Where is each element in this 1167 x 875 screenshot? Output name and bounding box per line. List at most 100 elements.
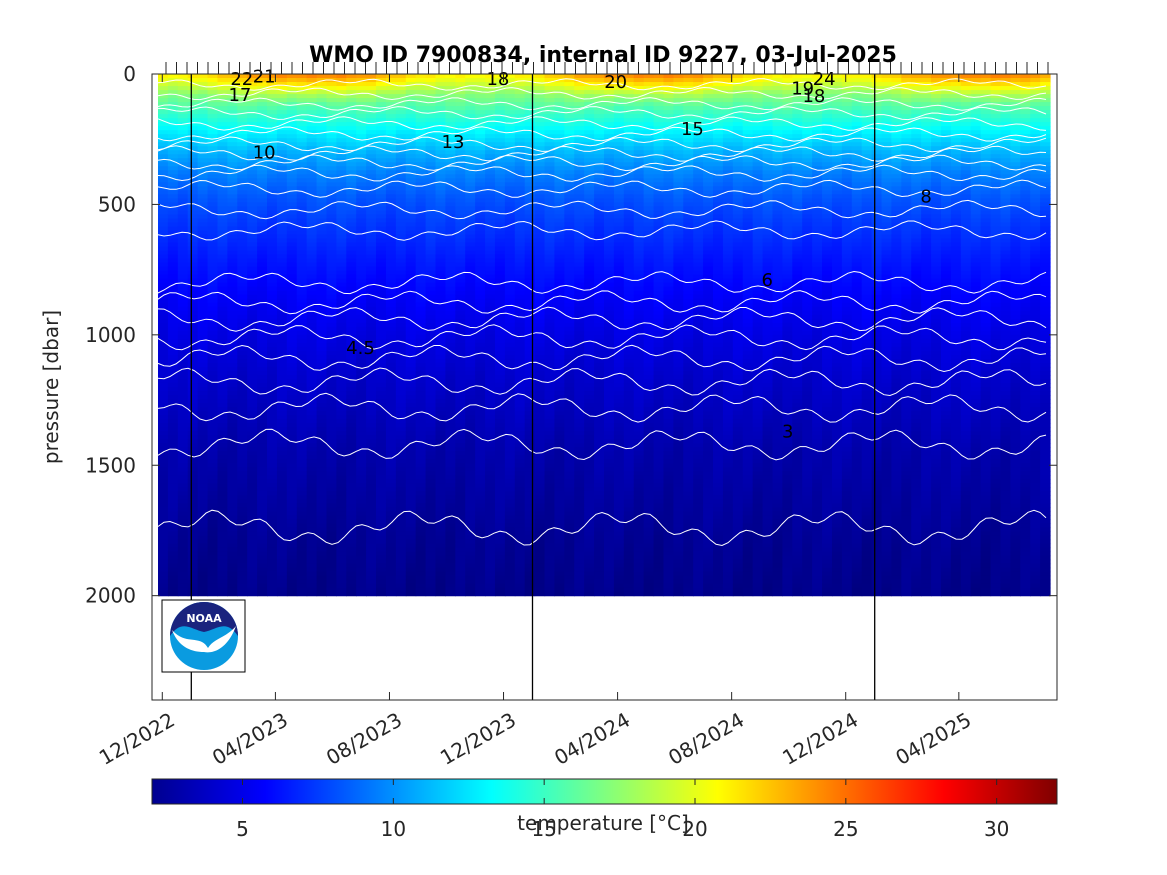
field-cell bbox=[356, 150, 367, 155]
field-cell bbox=[356, 455, 367, 460]
field-cell bbox=[504, 238, 516, 244]
field-cell bbox=[346, 258, 357, 264]
field-cell bbox=[485, 234, 496, 240]
field-cell bbox=[376, 451, 387, 456]
field-cell bbox=[435, 491, 447, 496]
field-cell bbox=[524, 250, 536, 256]
field-cell bbox=[504, 110, 516, 115]
field-cell bbox=[455, 118, 466, 123]
field-cell bbox=[524, 94, 536, 99]
field-cell bbox=[306, 286, 318, 292]
field-cell bbox=[158, 431, 169, 436]
field-cell bbox=[167, 90, 179, 95]
field-cell bbox=[247, 415, 258, 420]
field-cell bbox=[465, 82, 476, 87]
field-cell bbox=[187, 382, 199, 388]
field-cell bbox=[276, 150, 288, 155]
field-cell bbox=[405, 507, 417, 512]
field-cell bbox=[534, 122, 546, 127]
field-cell bbox=[445, 370, 456, 376]
field-cell bbox=[346, 190, 357, 195]
field-cell bbox=[267, 362, 278, 368]
field-cell bbox=[356, 443, 367, 448]
field-cell bbox=[356, 374, 367, 380]
field-cell bbox=[514, 366, 526, 372]
field-cell bbox=[158, 483, 169, 488]
field-cell bbox=[415, 154, 427, 159]
field-cell bbox=[336, 238, 347, 244]
field-cell bbox=[207, 82, 219, 87]
field-cell bbox=[177, 210, 189, 216]
field-cell bbox=[286, 391, 298, 396]
field-cell bbox=[534, 166, 546, 171]
field-cell bbox=[217, 342, 228, 348]
field-cell bbox=[356, 218, 367, 224]
field-cell bbox=[415, 166, 427, 171]
field-cell bbox=[376, 415, 387, 420]
field-cell bbox=[207, 575, 219, 581]
field-cell bbox=[267, 186, 278, 191]
field-cell bbox=[207, 427, 219, 432]
field-cell bbox=[267, 218, 278, 224]
field-cell bbox=[296, 487, 308, 492]
field-cell bbox=[227, 94, 238, 99]
field-cell bbox=[286, 523, 298, 529]
field-cell bbox=[267, 350, 278, 356]
field-cell bbox=[356, 507, 367, 512]
field-cell bbox=[267, 475, 278, 480]
field-cell bbox=[524, 206, 536, 212]
field-cell bbox=[346, 94, 357, 99]
field-cell bbox=[207, 266, 219, 272]
field-cell bbox=[227, 563, 238, 569]
field-cell bbox=[177, 543, 189, 549]
field-cell bbox=[306, 387, 318, 392]
field-cell bbox=[356, 387, 367, 392]
field-cell bbox=[336, 298, 347, 304]
field-cell bbox=[207, 443, 219, 448]
field-cell bbox=[257, 162, 268, 167]
field-cell bbox=[356, 334, 367, 340]
field-cell bbox=[286, 102, 298, 107]
field-cell bbox=[336, 378, 347, 384]
field-cell bbox=[465, 326, 476, 332]
field-cell bbox=[286, 298, 298, 304]
field-cell bbox=[395, 214, 407, 220]
field-cell bbox=[177, 423, 189, 428]
field-cell bbox=[366, 226, 377, 232]
field-cell bbox=[267, 234, 278, 240]
field-cell bbox=[326, 483, 337, 488]
field-cell bbox=[257, 503, 268, 508]
field-cell bbox=[167, 507, 179, 512]
field-cell bbox=[207, 579, 219, 585]
field-cell bbox=[158, 134, 169, 139]
field-cell bbox=[167, 270, 179, 276]
field-cell bbox=[286, 579, 298, 585]
field-cell bbox=[187, 222, 199, 228]
field-cell bbox=[177, 591, 189, 597]
field-cell bbox=[336, 567, 347, 573]
field-cell bbox=[415, 338, 427, 344]
field-cell bbox=[465, 382, 476, 388]
field-cell bbox=[356, 382, 367, 388]
field-cell bbox=[197, 126, 209, 131]
field-cell bbox=[158, 459, 169, 464]
field-cell bbox=[158, 527, 169, 533]
field-cell bbox=[356, 78, 367, 83]
field-cell bbox=[247, 443, 258, 448]
field-cell bbox=[197, 370, 209, 376]
field-cell bbox=[187, 563, 199, 569]
field-cell bbox=[514, 354, 526, 360]
field-cell bbox=[267, 579, 278, 585]
field-cell bbox=[385, 499, 397, 504]
field-cell bbox=[177, 527, 189, 533]
field-cell bbox=[465, 467, 476, 472]
field-cell bbox=[395, 82, 407, 87]
field-cell bbox=[177, 242, 189, 248]
field-cell bbox=[177, 110, 189, 115]
field-cell bbox=[257, 266, 268, 272]
field-cell bbox=[207, 479, 219, 484]
field-cell bbox=[237, 314, 248, 320]
field-cell bbox=[504, 214, 516, 220]
field-cell bbox=[187, 583, 199, 589]
field-cell bbox=[376, 314, 387, 320]
